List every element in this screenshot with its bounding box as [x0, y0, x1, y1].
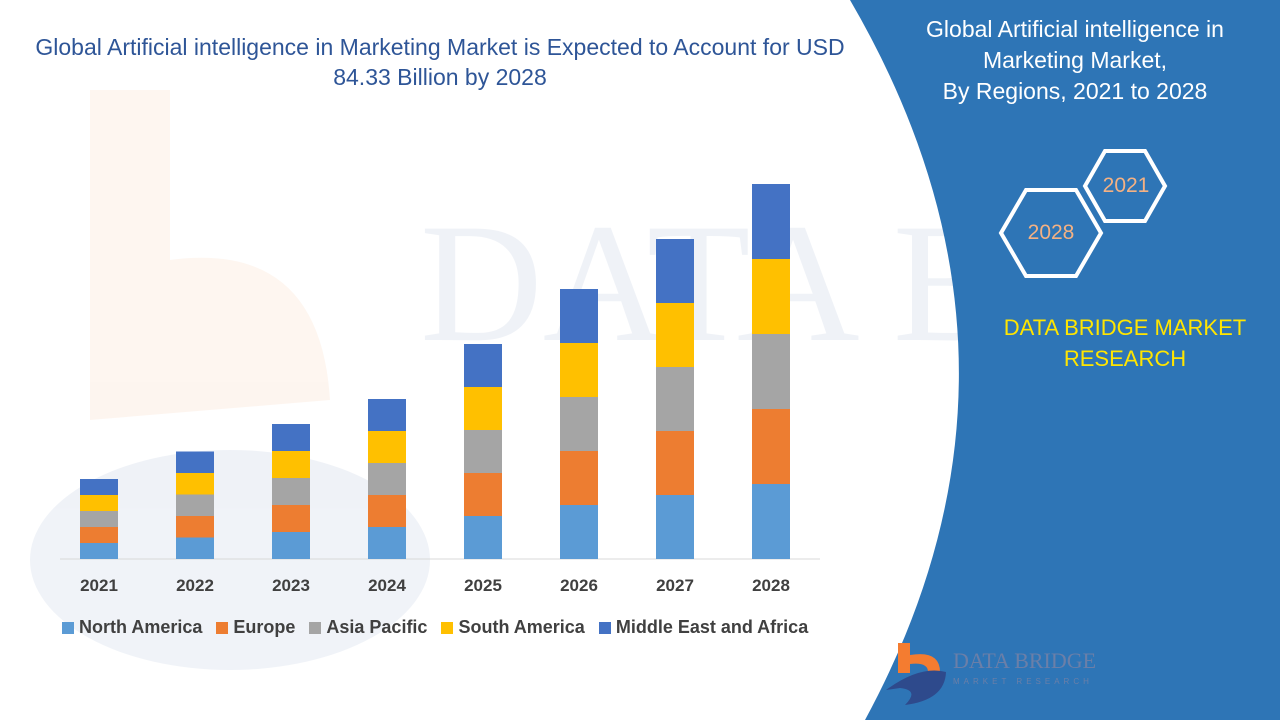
bar-2021-south-america: [80, 495, 118, 511]
bar-2025-south-america: [464, 387, 502, 430]
bar-2025-europe: [464, 473, 502, 516]
brand-line: DATA BRIDGE MARKET: [1003, 315, 1247, 340]
logo-icon: [886, 643, 946, 705]
legend-label: Europe: [233, 617, 296, 637]
bar-2024-south-america: [368, 431, 406, 463]
x-tick-label: 2021: [80, 576, 118, 595]
x-tick-label: 2025: [464, 576, 502, 595]
bar-2027-europe: [656, 431, 694, 495]
bar-2026-europe: [560, 451, 598, 505]
legend-swatch: [598, 621, 611, 634]
bar-2027-middle-east-and-africa: [656, 239, 694, 303]
bar-2024-north-america: [368, 527, 406, 559]
legend-swatch: [309, 621, 322, 634]
bar-2028-south-america: [752, 259, 790, 334]
side-title-line: By Regions, 2021 to 2028: [942, 78, 1208, 104]
legend-label: Middle East and Africa: [615, 617, 809, 637]
bar-2028-europe: [752, 409, 790, 484]
bar-2024-europe: [368, 495, 406, 527]
legend-swatch: [62, 621, 74, 634]
bar-2028-middle-east-and-africa: [752, 184, 790, 259]
side-panel: [850, 0, 1280, 720]
bar-2023-middle-east-and-africa: [272, 424, 310, 451]
bar-2027-asia-pacific: [656, 367, 694, 431]
bar-2026-asia-pacific: [560, 397, 598, 451]
brand-line: RESEARCH: [1063, 346, 1187, 371]
x-tick-label: 2026: [560, 576, 598, 595]
bar-2021-europe: [80, 527, 118, 543]
side-title-line: Global Artificial intelligence in: [926, 16, 1224, 42]
brand-text: DATA BRIDGE MARKET RESEARCH: [960, 312, 1280, 374]
side-title-line: Marketing Market,: [982, 47, 1168, 73]
legend-swatch: [441, 621, 454, 634]
legend-label: North America: [79, 617, 203, 637]
bar-2026-south-america: [560, 343, 598, 397]
bar-2027-south-america: [656, 303, 694, 367]
bar-2027-north-america: [656, 495, 694, 559]
legend-item-south-america: South America: [441, 617, 585, 638]
bar-2021-north-america: [80, 543, 118, 559]
bar-2022-middle-east-and-africa: [176, 451, 214, 473]
legend-item-middle-east-africa: Middle East and Africa: [598, 617, 809, 638]
logo-text: DATA BRIDGE: [953, 648, 1097, 673]
bars-group: [80, 184, 790, 559]
chart-title: Global Artificial intelligence in Market…: [35, 34, 845, 90]
bar-2022-south-america: [176, 473, 214, 495]
logo-subtext: MARKET RESEARCH: [953, 677, 1093, 686]
bar-2026-middle-east-and-africa: [560, 289, 598, 343]
legend-label: South America: [458, 617, 585, 637]
bar-2021-asia-pacific: [80, 511, 118, 527]
bar-2022-europe: [176, 516, 214, 538]
bar-2025-asia-pacific: [464, 430, 502, 473]
hexagon-2021: [1082, 149, 1168, 223]
bar-2024-middle-east-and-africa: [368, 399, 406, 431]
legend-label: Asia Pacific: [326, 617, 428, 637]
bar-2021-middle-east-and-africa: [80, 479, 118, 495]
bar-2022-north-america: [176, 537, 214, 559]
bar-2023-north-america: [272, 532, 310, 559]
x-tick-label: 2027: [656, 576, 694, 595]
bar-2028-asia-pacific: [752, 334, 790, 409]
bar-2022-asia-pacific: [176, 494, 214, 516]
bar-2023-europe: [272, 505, 310, 532]
bar-2024-asia-pacific: [368, 463, 406, 495]
x-tick-label: 2022: [176, 576, 214, 595]
legend-swatch: [216, 621, 229, 634]
x-tick-label: 2024: [368, 576, 406, 595]
hex-label-2021: 2021: [1102, 174, 1150, 197]
legend-item-asia-pacific: Asia Pacific: [309, 617, 427, 638]
bar-2023-south-america: [272, 451, 310, 478]
legend: North America Europe Asia Pacific South …: [62, 617, 808, 638]
bar-2028-north-america: [752, 484, 790, 559]
bar-2025-north-america: [464, 516, 502, 559]
legend-item-europe: Europe: [216, 617, 295, 638]
hex-label-2028: 2028: [1027, 221, 1075, 244]
hexagon-2028: [998, 188, 1104, 278]
legend-item-north-america: North America: [62, 617, 202, 638]
bar-2026-north-america: [560, 505, 598, 559]
side-panel-title: Global Artificial intelligence in Market…: [900, 14, 1250, 107]
x-tick-label: 2028: [752, 576, 790, 595]
x-tick-label: 2023: [272, 576, 310, 595]
bar-2025-middle-east-and-africa: [464, 344, 502, 387]
bar-2023-asia-pacific: [272, 478, 310, 505]
